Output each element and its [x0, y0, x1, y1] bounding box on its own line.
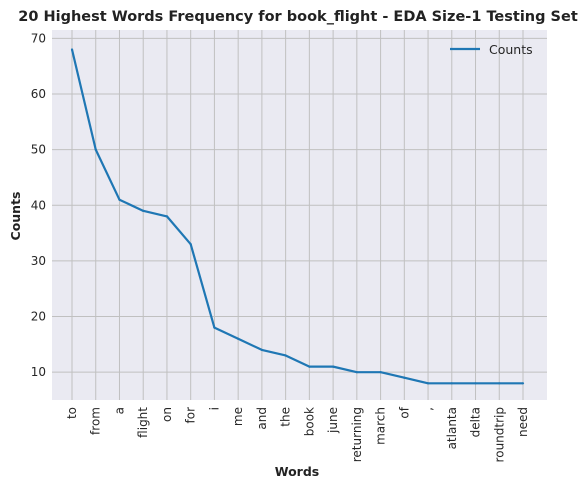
data-point — [403, 376, 406, 379]
data-point — [237, 337, 240, 340]
data-point — [308, 365, 311, 368]
data-point — [165, 215, 169, 218]
x-tick-label: to — [65, 407, 79, 419]
data-point — [284, 354, 287, 357]
x-tick-label: a — [112, 407, 126, 414]
y-tick-label: 70 — [31, 31, 46, 45]
legend-label: Counts — [489, 42, 533, 57]
series-line-counts — [70, 49, 523, 385]
data-point — [70, 48, 74, 51]
y-tick-label: 20 — [31, 310, 46, 324]
data-point — [355, 371, 358, 374]
data-point — [498, 382, 501, 385]
y-tick-label: 40 — [31, 198, 46, 212]
x-tick-label: march — [374, 407, 388, 445]
plot-area — [52, 30, 547, 400]
x-tick-label: returning — [350, 407, 364, 462]
data-point — [260, 348, 263, 352]
series-points — [70, 48, 525, 385]
data-point — [332, 365, 335, 368]
data-point — [450, 382, 453, 385]
data-point — [142, 209, 145, 212]
x-tick-label: delta — [469, 407, 483, 437]
x-axis-label: Words — [275, 464, 319, 479]
data-point — [426, 382, 430, 385]
x-tick-label: of — [397, 406, 411, 418]
x-tick-label: june — [326, 407, 340, 434]
x-tick-label: i — [207, 407, 221, 410]
chart-title: 20 Highest Words Frequency for book_flig… — [18, 9, 578, 25]
y-tick-label: 50 — [31, 143, 46, 157]
data-point — [118, 198, 121, 201]
x-tick-label: me — [231, 407, 245, 426]
x-tick-label: on — [160, 407, 174, 422]
data-point — [379, 371, 382, 374]
x-tick-label: flight — [136, 407, 150, 438]
data-point — [213, 326, 216, 329]
x-tick-label: and — [255, 407, 269, 430]
x-axis-ticks: to from a flight on for i me and the book june retur… — [65, 406, 530, 462]
data-point — [189, 243, 192, 246]
x-tick-label: atlanta — [445, 407, 459, 449]
y-axis-label: Counts — [8, 192, 23, 241]
data-point — [474, 382, 477, 385]
x-tick-label: book — [302, 407, 316, 436]
x-tick-label: need — [516, 407, 530, 437]
x-tick-label: the — [279, 407, 293, 427]
y-tick-label: 10 — [31, 365, 46, 379]
legend: Counts — [450, 42, 533, 57]
data-point — [94, 148, 97, 151]
x-tick-label: roundtrip — [492, 407, 506, 462]
x-tick-label: , — [421, 407, 435, 411]
y-axis-ticks: 10 20 30 40 50 60 70 — [31, 31, 46, 379]
grid-lines — [52, 30, 547, 400]
y-tick-label: 60 — [31, 87, 46, 101]
y-tick-label: 30 — [31, 254, 46, 268]
x-tick-label: from — [89, 407, 103, 435]
x-tick-label: for — [184, 407, 198, 424]
data-point — [521, 382, 525, 385]
